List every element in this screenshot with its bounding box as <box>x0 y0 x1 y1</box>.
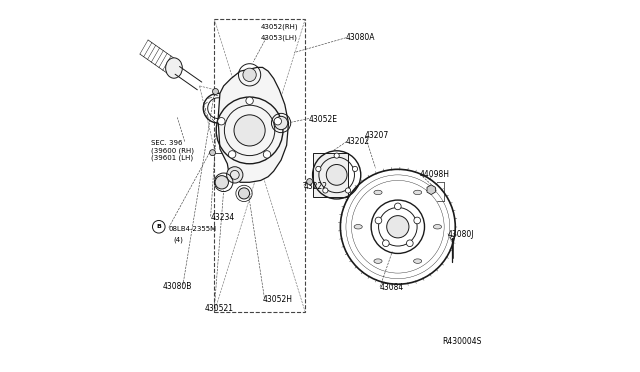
Circle shape <box>209 150 216 155</box>
Circle shape <box>228 151 236 158</box>
Ellipse shape <box>413 190 422 195</box>
Ellipse shape <box>433 225 442 229</box>
Text: 43052H: 43052H <box>262 295 292 304</box>
Text: 08LB4-2355M: 08LB4-2355M <box>169 226 217 232</box>
Circle shape <box>394 203 401 210</box>
Ellipse shape <box>166 58 182 78</box>
Text: 43207: 43207 <box>364 131 388 141</box>
Circle shape <box>215 176 228 189</box>
Circle shape <box>326 164 347 185</box>
Circle shape <box>353 166 358 171</box>
Ellipse shape <box>354 225 362 229</box>
Polygon shape <box>427 185 435 195</box>
Ellipse shape <box>413 259 422 263</box>
Text: 430521: 430521 <box>205 304 234 313</box>
Text: 43052(RH): 43052(RH) <box>260 23 298 30</box>
Circle shape <box>307 179 312 185</box>
Text: 44098H: 44098H <box>420 170 450 179</box>
Circle shape <box>246 97 253 105</box>
Circle shape <box>375 217 382 224</box>
Circle shape <box>323 188 328 193</box>
Text: 43053(LH): 43053(LH) <box>260 35 298 41</box>
Text: (4): (4) <box>173 237 184 243</box>
Bar <box>214 19 305 312</box>
Circle shape <box>218 118 225 125</box>
Circle shape <box>274 118 282 125</box>
Circle shape <box>212 89 218 94</box>
Text: 43084: 43084 <box>380 283 404 292</box>
Text: SEC. 396
(39600 (RH)
(39601 (LH): SEC. 396 (39600 (RH) (39601 (LH) <box>152 140 195 161</box>
Circle shape <box>275 116 288 130</box>
Circle shape <box>334 153 339 158</box>
Ellipse shape <box>374 190 382 195</box>
Circle shape <box>243 68 256 81</box>
Circle shape <box>316 166 321 171</box>
Bar <box>312 153 348 197</box>
Text: 43080J: 43080J <box>448 230 474 239</box>
Circle shape <box>383 240 389 247</box>
Circle shape <box>406 240 413 247</box>
Text: 43202: 43202 <box>346 137 370 146</box>
Text: R430004S: R430004S <box>442 337 482 346</box>
Text: 43234: 43234 <box>211 213 235 222</box>
Circle shape <box>263 151 271 158</box>
Text: 43222: 43222 <box>304 182 328 190</box>
Text: B: B <box>156 224 161 229</box>
Circle shape <box>346 188 351 193</box>
Circle shape <box>387 216 409 238</box>
Ellipse shape <box>374 259 382 263</box>
Circle shape <box>227 167 243 183</box>
Text: 43080A: 43080A <box>346 33 376 42</box>
Circle shape <box>414 217 420 224</box>
Circle shape <box>239 188 250 199</box>
Polygon shape <box>218 67 289 182</box>
Text: 43080B: 43080B <box>163 282 192 291</box>
Text: 43052E: 43052E <box>309 115 338 124</box>
Circle shape <box>234 115 265 146</box>
